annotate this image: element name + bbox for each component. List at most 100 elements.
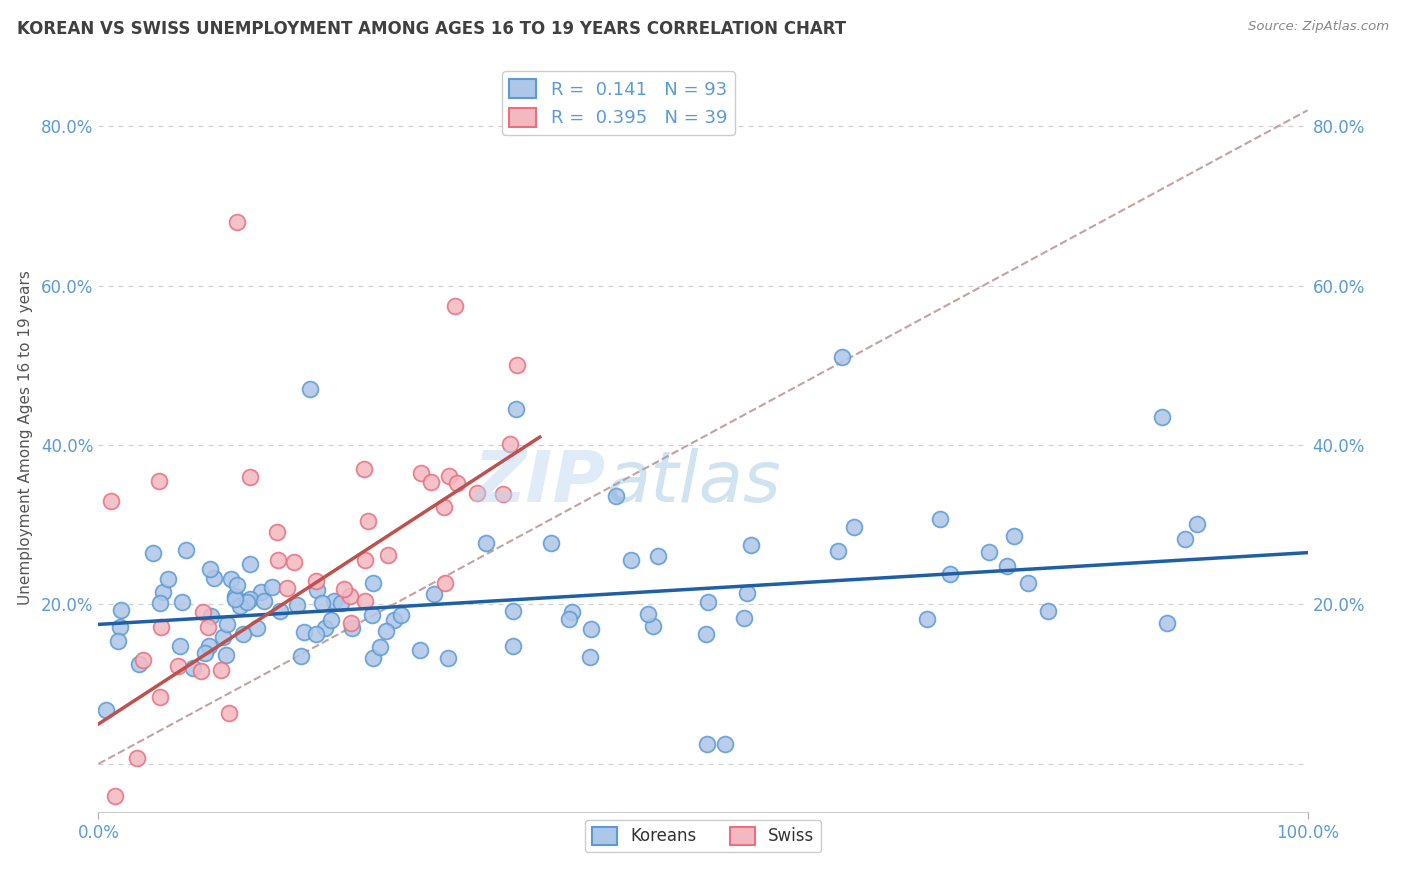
Point — [183, 661, 205, 675]
Point — [827, 544, 849, 558]
Point — [1174, 533, 1197, 547]
Point — [218, 706, 240, 721]
Point — [174, 543, 197, 558]
Point — [492, 487, 515, 501]
Point — [697, 595, 720, 609]
Point — [579, 622, 602, 636]
Point — [437, 468, 460, 483]
Point — [374, 624, 396, 639]
Point — [339, 589, 361, 603]
Point — [190, 665, 212, 679]
Point — [267, 553, 290, 567]
Text: Source: ZipAtlas.com: Source: ZipAtlas.com — [1249, 20, 1389, 33]
Point — [929, 512, 952, 526]
Point — [502, 604, 524, 618]
Point — [157, 572, 180, 586]
Point — [363, 651, 385, 665]
Point — [733, 610, 755, 624]
Point — [215, 648, 238, 662]
Point — [283, 555, 305, 569]
Point — [104, 789, 127, 803]
Point — [467, 486, 489, 500]
Point — [361, 607, 384, 622]
Point — [499, 437, 522, 451]
Point — [305, 626, 328, 640]
Point — [330, 596, 353, 610]
Point — [382, 613, 405, 627]
Point — [357, 514, 380, 528]
Point — [226, 215, 249, 229]
Point — [319, 613, 342, 627]
Point — [915, 612, 938, 626]
Point — [266, 524, 288, 539]
Point — [389, 607, 412, 622]
Point — [737, 586, 759, 600]
Point — [505, 402, 527, 417]
Point — [149, 620, 172, 634]
Point — [304, 574, 326, 588]
Text: KOREAN VS SWISS UNEMPLOYMENT AMONG AGES 16 TO 19 YEARS CORRELATION CHART: KOREAN VS SWISS UNEMPLOYMENT AMONG AGES … — [17, 20, 846, 37]
Point — [224, 589, 246, 603]
Point — [620, 552, 643, 566]
Point — [239, 557, 262, 571]
Point — [100, 493, 122, 508]
Point — [444, 299, 467, 313]
Point — [311, 595, 333, 609]
Point — [939, 566, 962, 581]
Point — [446, 476, 468, 491]
Point — [340, 621, 363, 635]
Point — [561, 605, 583, 619]
Point — [239, 470, 262, 484]
Point — [740, 538, 762, 552]
Point — [229, 599, 252, 614]
Point — [995, 558, 1018, 573]
Point — [377, 548, 399, 562]
Point — [292, 624, 315, 639]
Point — [361, 576, 384, 591]
Text: ZIP: ZIP — [474, 448, 606, 516]
Point — [149, 597, 172, 611]
Point — [1017, 575, 1039, 590]
Point — [1156, 615, 1178, 630]
Point — [198, 639, 221, 653]
Point — [831, 351, 853, 365]
Point — [1185, 517, 1208, 532]
Point — [219, 572, 242, 586]
Point — [170, 595, 193, 609]
Point — [637, 607, 659, 621]
Point — [148, 474, 170, 488]
Point — [353, 593, 375, 607]
Point — [108, 620, 131, 634]
Point — [226, 578, 249, 592]
Point — [107, 634, 129, 648]
Point — [368, 640, 391, 655]
Point — [557, 612, 579, 626]
Point — [437, 650, 460, 665]
Point — [299, 382, 322, 396]
Point — [253, 594, 276, 608]
Y-axis label: Unemployment Among Ages 16 to 19 years: Unemployment Among Ages 16 to 19 years — [18, 269, 32, 605]
Point — [1002, 529, 1025, 543]
Point — [647, 549, 669, 563]
Point — [695, 626, 717, 640]
Point — [197, 620, 219, 634]
Point — [979, 544, 1001, 558]
Point — [200, 609, 222, 624]
Point — [696, 737, 718, 751]
Point — [353, 462, 375, 476]
Point — [579, 650, 602, 665]
Point — [238, 592, 260, 607]
Point — [423, 587, 446, 601]
Point — [200, 562, 222, 576]
Point — [506, 359, 529, 373]
Point — [152, 585, 174, 599]
Point — [209, 664, 232, 678]
Point — [419, 475, 441, 489]
Point — [194, 646, 217, 660]
Point — [285, 598, 308, 612]
Point — [232, 627, 254, 641]
Point — [250, 585, 273, 599]
Point — [110, 603, 132, 617]
Point — [333, 582, 356, 597]
Point — [475, 536, 498, 550]
